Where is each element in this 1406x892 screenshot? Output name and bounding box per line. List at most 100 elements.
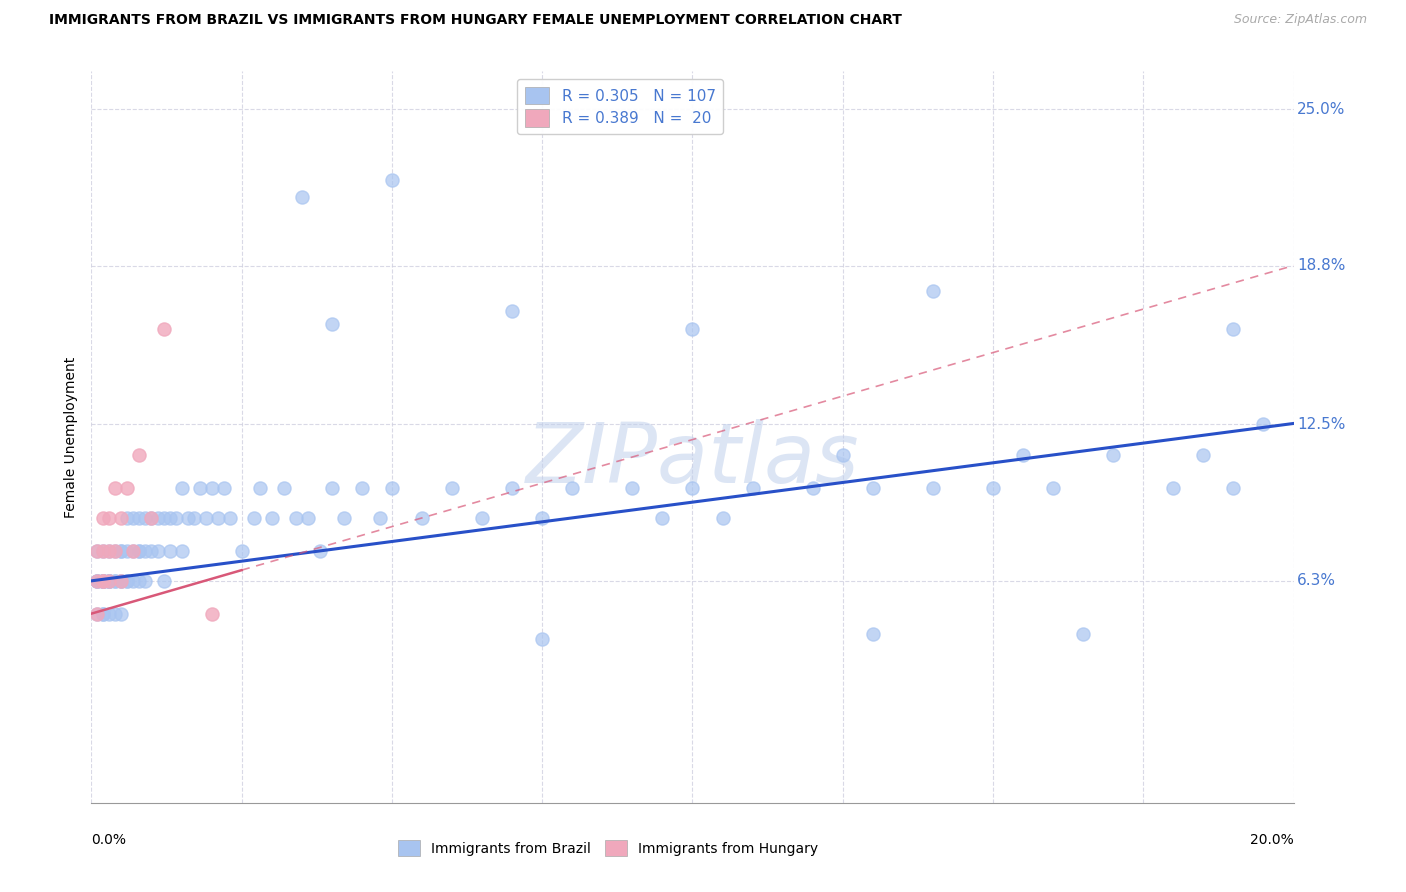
Text: 20.0%: 20.0% [1250,833,1294,847]
Point [321,481,343,495]
Point [98,574,121,588]
Point [1253,417,1275,432]
Point [201,607,224,621]
Point [651,510,673,524]
Point [122,574,145,588]
Point [98,607,121,621]
Point [1161,481,1184,495]
Point [681,481,703,495]
Point [93,607,115,621]
Point [93,574,115,588]
Text: 12.5%: 12.5% [1298,417,1346,432]
Point [86,574,108,588]
Point [98,543,121,558]
Y-axis label: Female Unemployment: Female Unemployment [65,357,79,517]
Point [170,543,193,558]
Point [141,510,163,524]
Point [231,543,253,558]
Point [741,481,763,495]
Point [183,510,205,524]
Point [218,510,240,524]
Point [711,510,734,524]
Point [110,574,132,588]
Text: 0.0%: 0.0% [91,833,127,847]
Point [98,574,121,588]
Point [561,481,583,495]
Point [1012,448,1035,462]
Point [1042,481,1064,495]
Point [146,510,169,524]
Point [273,481,295,495]
Point [104,543,127,558]
Point [381,173,404,187]
Point [122,543,145,558]
Legend: Immigrants from Brazil, Immigrants from Hungary: Immigrants from Brazil, Immigrants from … [392,835,824,862]
Point [104,543,127,558]
Point [531,632,554,646]
Point [350,481,373,495]
Point [110,574,132,588]
Point [981,481,1004,495]
Point [117,574,139,588]
Point [152,321,174,335]
Text: 25.0%: 25.0% [1298,102,1346,117]
Point [93,574,115,588]
Point [93,574,115,588]
Point [260,510,283,524]
Point [207,510,229,524]
Point [128,543,150,558]
Point [194,510,217,524]
Text: 18.8%: 18.8% [1298,258,1346,273]
Point [159,543,181,558]
Point [128,543,150,558]
Text: 6.3%: 6.3% [1298,574,1336,589]
Point [862,481,884,495]
Point [110,543,132,558]
Point [176,510,198,524]
Point [368,510,391,524]
Point [98,574,121,588]
Point [922,481,945,495]
Point [188,481,211,495]
Point [117,574,139,588]
Point [471,510,494,524]
Text: Source: ZipAtlas.com: Source: ZipAtlas.com [1233,13,1367,27]
Point [86,607,108,621]
Point [333,510,356,524]
Point [98,510,121,524]
Point [93,574,115,588]
Point [86,574,108,588]
Point [110,543,132,558]
Point [134,510,156,524]
Point [922,284,945,298]
Point [159,510,181,524]
Point [249,481,271,495]
Point [242,510,264,524]
Point [1222,321,1244,335]
Point [93,574,115,588]
Point [308,543,330,558]
Point [93,543,115,558]
Point [501,481,523,495]
Text: ZIPatlas: ZIPatlas [526,418,859,500]
Point [531,510,554,524]
Point [128,448,150,462]
Point [152,574,174,588]
Point [1102,448,1125,462]
Point [134,543,156,558]
Point [862,627,884,641]
Point [128,574,150,588]
Point [104,574,127,588]
Point [501,304,523,318]
Point [146,543,169,558]
Point [86,543,108,558]
Point [117,481,139,495]
Point [104,574,127,588]
Point [1222,481,1244,495]
Point [110,510,132,524]
Point [801,481,824,495]
Point [134,574,156,588]
Point [93,510,115,524]
Point [170,481,193,495]
Point [98,574,121,588]
